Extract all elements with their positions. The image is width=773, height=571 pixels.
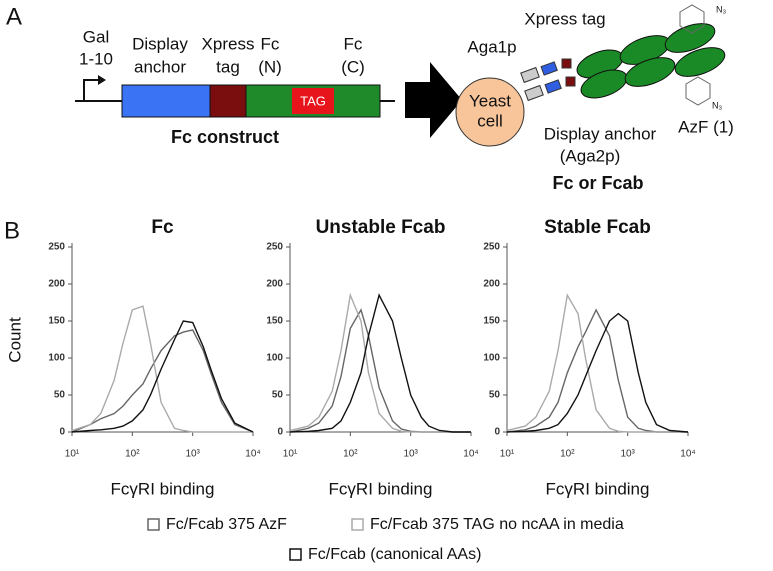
promoter-label: Gal <box>83 27 109 46</box>
yeast-cell <box>455 77 525 147</box>
segment-label: Fc <box>344 34 363 53</box>
chart-title: Unstable Fcab <box>316 217 446 238</box>
tag-label: TAG <box>300 93 326 108</box>
azf-label: AzF (1) <box>678 117 734 136</box>
segment-label: (N) <box>258 57 282 76</box>
big-arrow <box>405 62 462 138</box>
x-tick-label: 10¹ <box>283 449 298 460</box>
x-tick-label: 10² <box>125 449 140 460</box>
y-tick-label: 150 <box>266 316 283 327</box>
chart-title: Stable Fcab <box>544 217 651 238</box>
histogram-line <box>71 305 253 433</box>
segment-label: Xpress <box>202 34 255 53</box>
x-tick-label: 10⁴ <box>245 449 260 460</box>
legend-label: Fc/Fcab 375 AzF <box>166 516 287 533</box>
legend-label: Fc/Fcab (canonical AAs) <box>308 546 481 563</box>
segment-label: tag <box>216 57 240 76</box>
segment-label: anchor <box>134 57 186 76</box>
legend-label: Fc/Fcab 375 TAG no ncAA in media <box>370 516 624 533</box>
azf-ring <box>679 4 705 34</box>
cell-label: Yeast <box>469 91 511 110</box>
segment-label: Display <box>132 34 188 53</box>
y-tick-label: 0 <box>59 427 65 438</box>
segment-label: Fc <box>261 34 280 53</box>
legend-swatch <box>351 518 364 531</box>
y-tick-label: 0 <box>494 427 500 438</box>
segment-label: (C) <box>341 57 365 76</box>
histogram-line <box>506 308 688 433</box>
anchor <box>544 79 562 94</box>
histogram-line <box>289 293 471 433</box>
display-anchor-block <box>121 84 211 118</box>
x-tick-label: 10³ <box>620 449 635 460</box>
histogram-line <box>71 320 254 433</box>
y-tick-label: 50 <box>54 390 66 401</box>
aga1p-label: Aga1p <box>467 37 516 56</box>
histogram-line <box>289 292 471 433</box>
x-axis-label: FcγRI binding <box>329 479 433 498</box>
promoter-arrow <box>83 79 100 101</box>
construct-caption: Fc construct <box>171 127 279 147</box>
y-tick-label: 50 <box>272 390 284 401</box>
panel-label: B <box>4 217 20 244</box>
azide-label: N₃ <box>716 4 726 14</box>
y-tick-label: 250 <box>48 242 65 253</box>
y-tick-label: 0 <box>277 427 283 438</box>
cell-label: cell <box>477 111 503 130</box>
x-tick-label: 10³ <box>185 449 200 460</box>
anchor-label: (Aga2p) <box>560 146 620 165</box>
y-tick-label: 200 <box>48 279 65 290</box>
x-tick-label: 10¹ <box>500 449 515 460</box>
x-tick-label: 10² <box>343 449 358 460</box>
panel-label: A <box>6 3 22 30</box>
aga1p <box>524 84 544 102</box>
x-tick-label: 10³ <box>403 449 418 460</box>
y-tick-label: 100 <box>48 353 65 364</box>
anchor <box>540 61 558 76</box>
y-tick-label: 100 <box>483 353 500 364</box>
fc-domains <box>576 23 726 99</box>
x-tick-label: 10² <box>560 449 575 460</box>
y-tick-label: 50 <box>489 390 501 401</box>
xpress-block <box>209 84 247 118</box>
aga1p <box>520 66 540 84</box>
x-tick-label: 10¹ <box>65 449 80 460</box>
y-tick-label: 150 <box>48 316 65 327</box>
promoter-arrowhead <box>98 75 106 85</box>
histogram-line <box>506 312 689 433</box>
x-axis-label: FcγRI binding <box>111 479 215 498</box>
xpress-label: Xpress tag <box>524 9 605 28</box>
chart-title: Fc <box>151 217 174 238</box>
y-tick-label: 150 <box>483 316 500 327</box>
histogram-line <box>289 308 471 433</box>
tag-block <box>292 88 334 114</box>
promoter-label: 1-10 <box>79 49 113 68</box>
y-tick-label: 200 <box>483 279 500 290</box>
y-tick-label: 200 <box>266 279 283 290</box>
y-tick-label: 100 <box>266 353 283 364</box>
x-tick-label: 10⁴ <box>680 449 695 460</box>
x-axis-label: FcγRI binding <box>546 479 650 498</box>
y-tick-label: 250 <box>483 242 500 253</box>
x-tick-label: 10⁴ <box>463 449 478 460</box>
y-tick-label: 250 <box>266 242 283 253</box>
azide-label: N₃ <box>712 100 722 110</box>
anchor-label: Display anchor <box>544 124 657 143</box>
legend-swatch <box>147 518 160 531</box>
y-axis-label: Count <box>5 317 24 363</box>
histogram-line <box>71 329 254 433</box>
xpress <box>565 76 576 87</box>
legend-swatch <box>289 548 302 561</box>
product-caption: Fc or Fcab <box>552 173 643 193</box>
azf-ring <box>685 76 711 106</box>
histogram-line <box>506 293 688 433</box>
xpress <box>561 58 572 69</box>
